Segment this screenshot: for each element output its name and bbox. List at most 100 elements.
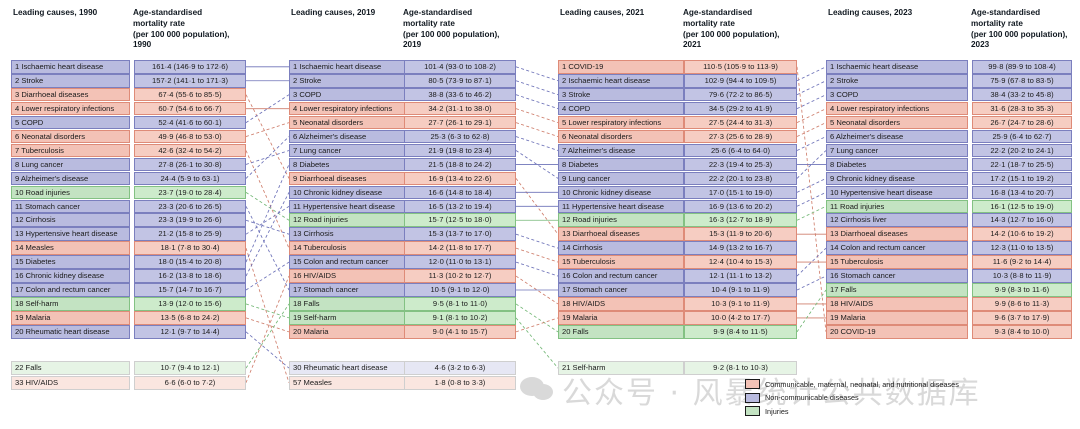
legend-item: Communicable, maternal, neonatal, and nu…	[745, 378, 959, 390]
rate-cell: 9·5 (8·1 to 11·0)	[404, 297, 516, 311]
cause-cell: 14 Colon and rectum cancer	[826, 241, 968, 255]
rate-cell: 12·3 (11·0 to 13·5)	[972, 241, 1072, 255]
connector-line	[245, 94, 290, 123]
connector-line	[245, 303, 290, 319]
cause-cell: 16 Colon and rectum cancer	[558, 269, 684, 283]
cause-cell: 9 Chronic kidney disease	[826, 171, 968, 186]
column-header-rate-1990: Age-standardised mortality rate (per 100…	[133, 8, 230, 50]
legend-swatch-icon	[745, 406, 760, 416]
cause-cell: 4 Lower respiratory infections	[11, 101, 130, 116]
connector-line	[796, 191, 827, 207]
cause-cell: 18 HIV/AIDS	[826, 297, 968, 311]
rate-cell: 67·4 (55·6 to 85·5)	[134, 87, 246, 102]
column-header-causes-2019: Leading causes, 2019	[291, 8, 376, 17]
connector-line	[245, 331, 290, 369]
rate-cell: 17·0 (15·1 to 19·0)	[684, 185, 797, 200]
connector-line	[245, 136, 290, 179]
connector-line	[515, 136, 559, 151]
rate-cell: 49·9 (46·8 to 53·0)	[134, 129, 246, 144]
cause-cell: 20 Falls	[558, 325, 684, 339]
cause-cell: 20 Malaria	[289, 325, 413, 339]
cause-cell: 1 Ischaemic heart disease	[11, 60, 130, 74]
rate-cell: 80·5 (73·9 to 87·1)	[404, 73, 516, 88]
cause-cell: 9 Diarrhoeal diseases	[289, 171, 413, 186]
connector-line	[515, 108, 559, 124]
cause-cell: 6 Neonatal disorders	[558, 129, 684, 144]
rate-cell: 12·1 (9·7 to 14·4)	[134, 325, 246, 339]
cause-cell: 1 COVID-19	[558, 60, 684, 74]
connector-line	[245, 205, 290, 235]
connector-line	[245, 219, 290, 235]
rate-cell: 21·2 (15·8 to 25·9)	[134, 227, 246, 241]
cause-cell: 11 Hypertensive heart disease	[289, 199, 413, 214]
rate-cell: 9·6 (3·7 to 17·9)	[972, 311, 1072, 325]
rate-cell: 22·3 (19·4 to 25·3)	[684, 157, 797, 172]
cause-cell: 2 Ischaemic heart disease	[558, 73, 684, 88]
legend-label: Injuries	[765, 406, 789, 416]
connector-line	[245, 191, 290, 221]
cause-cell: 19 Malaria	[558, 311, 684, 325]
cause-cell: 4 COPD	[558, 101, 684, 116]
connector-line	[515, 317, 559, 333]
cause-cell: 12 Cirrhosis liver	[826, 213, 968, 228]
connector-line	[796, 247, 827, 277]
cause-cell: 11 Hypertensive heart disease	[558, 199, 684, 214]
cause-cell: 21 Self-harm	[558, 361, 684, 376]
rate-cell: 14·2 (11·8 to 17·7)	[404, 241, 516, 255]
rate-cell: 23·3 (19·9 to 26·6)	[134, 213, 246, 228]
cause-cell: 5 Neonatal disorders	[826, 115, 968, 130]
rate-cell: 22·1 (18·7 to 25·5)	[972, 157, 1072, 172]
cause-cell: 9 Alzheimer's disease	[11, 171, 130, 186]
rate-cell: 38·8 (33·6 to 46·2)	[404, 87, 516, 102]
cause-cell: 15 Tuberculosis	[826, 255, 968, 269]
cause-cell: 3 Diarrhoeal diseases	[11, 87, 130, 102]
cause-cell: 8 Lung cancer	[11, 157, 130, 172]
rate-cell: 25·6 (6·4 to 64·0)	[684, 143, 797, 158]
rate-cell: 15·3 (13·7 to 17·0)	[404, 227, 516, 241]
connector-line	[515, 122, 559, 137]
rate-cell: 21·5 (18·8 to 24·2)	[404, 157, 516, 172]
cause-cell: 6 Neonatal disorders	[11, 129, 130, 144]
connector-line	[245, 206, 290, 291]
cause-cell: 30 Rheumatic heart disease	[289, 361, 413, 376]
cause-cell: 16 Chronic kidney disease	[11, 269, 130, 283]
connector-line	[245, 164, 290, 263]
cause-cell: 18 HIV/AIDS	[558, 297, 684, 311]
rate-cell: 16·2 (13·8 to 18·6)	[134, 269, 246, 283]
cause-cell: 18 Falls	[289, 297, 413, 311]
cause-cell: 7 Alzheimer's disease	[558, 143, 684, 158]
rate-cell: 102·9 (94·4 to 109·5)	[684, 73, 797, 88]
rate-cell: 110·5 (105·9 to 113·9)	[684, 60, 797, 74]
rate-cell: 38·4 (33·2 to 45·8)	[972, 87, 1072, 102]
rate-cell: 9·2 (8·1 to 10·3)	[684, 361, 797, 376]
cause-cell: 19 Malaria	[11, 311, 130, 325]
cause-cell: 18 Self-harm	[11, 297, 130, 311]
rate-cell: 27·5 (24·4 to 31·3)	[684, 115, 797, 130]
rate-cell: 24·4 (5·9 to 63·1)	[134, 171, 246, 186]
rate-cell: 10·3 (8·8 to 11·9)	[972, 269, 1072, 283]
rate-cell: 23·3 (20·6 to 26·5)	[134, 199, 246, 214]
rate-cell: 34·2 (31·1 to 38·0)	[404, 101, 516, 116]
cause-cell: 17 Falls	[826, 283, 968, 297]
connector-line	[515, 247, 559, 263]
connector-line	[796, 66, 827, 332]
rate-cell: 157·2 (141·1 to 171·3)	[134, 73, 246, 88]
rate-cell: 25·3 (6·3 to 62·8)	[404, 129, 516, 144]
rate-cell: 42·6 (32·4 to 54·2)	[134, 143, 246, 158]
rate-cell: 6·6 (6·0 to 7·2)	[134, 375, 246, 390]
connector-line	[515, 94, 559, 110]
connector-line	[515, 66, 559, 82]
cause-cell: 10 Road injuries	[11, 185, 130, 200]
rate-cell: 16·1 (12·5 to 19·0)	[972, 199, 1072, 214]
rate-cell: 10·5 (9·1 to 12·0)	[404, 283, 516, 297]
connector-line	[245, 94, 290, 179]
connector-line	[796, 80, 827, 96]
cause-cell: 19 Malaria	[826, 311, 968, 325]
cause-cell: 12 Cirrhosis	[11, 213, 130, 228]
cause-cell: 11 Stomach cancer	[11, 199, 130, 214]
cause-cell: 1 Ischaemic heart disease	[826, 60, 968, 74]
rate-cell: 13·9 (12·0 to 15·6)	[134, 297, 246, 311]
rate-cell: 79·6 (72·2 to 86·5)	[684, 87, 797, 102]
rate-cell: 9·9 (8·6 to 11·3)	[972, 297, 1072, 311]
